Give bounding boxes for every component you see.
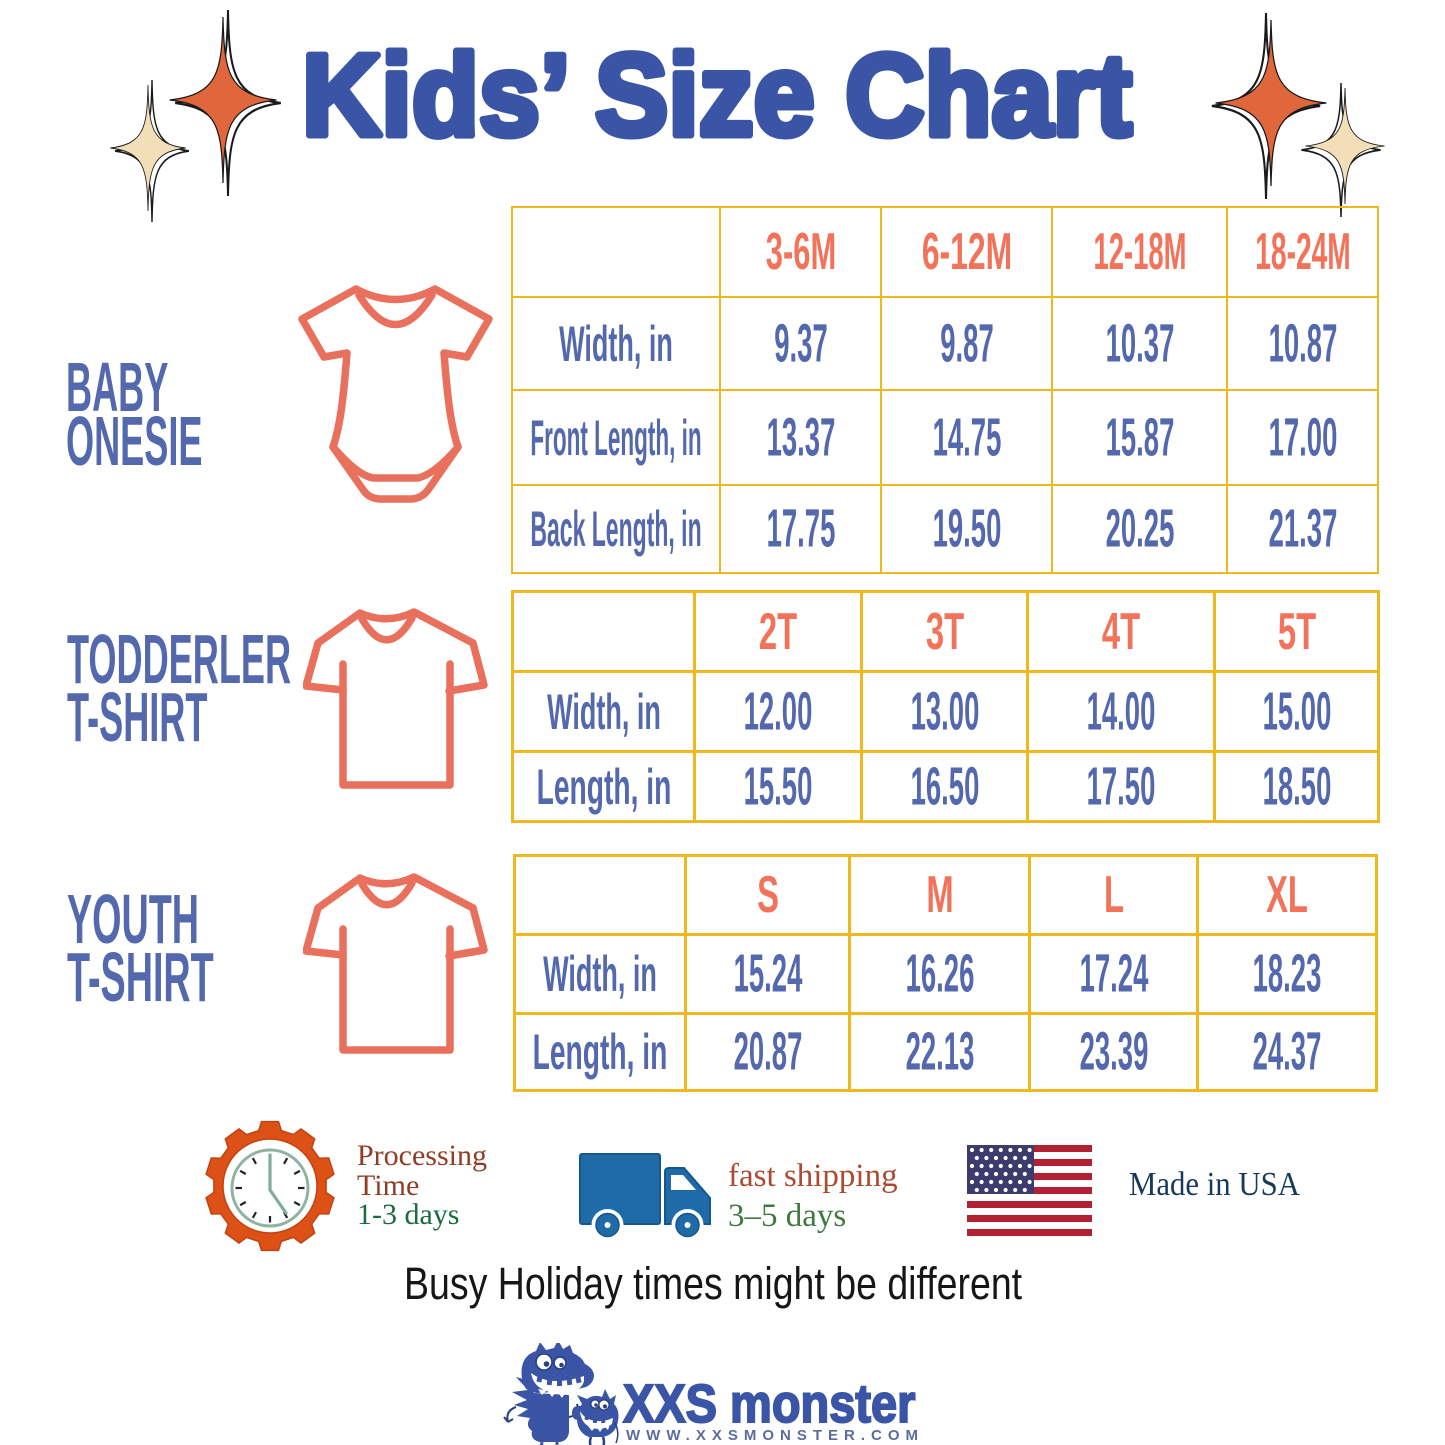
svg-text:Kids’ Size Chart: Kids’ Size Chart [302,30,1132,160]
